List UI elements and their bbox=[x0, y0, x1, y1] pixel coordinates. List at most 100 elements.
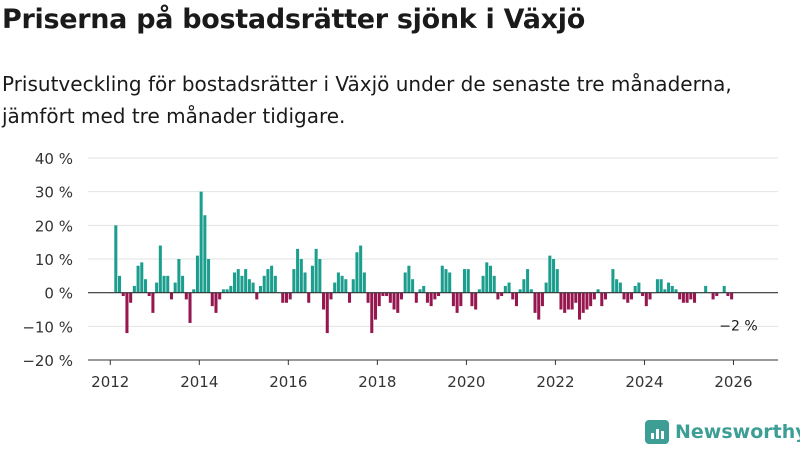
bar bbox=[626, 292, 630, 303]
last-value-annotation: −2 % bbox=[719, 318, 757, 334]
bar bbox=[418, 289, 422, 293]
bar bbox=[552, 259, 556, 293]
bar bbox=[192, 289, 196, 293]
bar bbox=[655, 279, 659, 293]
bar bbox=[169, 292, 173, 300]
bar bbox=[578, 292, 582, 320]
bar bbox=[121, 292, 125, 297]
bar bbox=[233, 272, 237, 293]
bar bbox=[255, 292, 259, 300]
bar bbox=[437, 292, 441, 297]
bar bbox=[615, 279, 619, 293]
bar bbox=[348, 292, 352, 303]
bar bbox=[659, 279, 663, 293]
bar bbox=[184, 292, 188, 300]
bar bbox=[730, 292, 734, 300]
bar bbox=[218, 292, 222, 300]
chart-title: Priserna på bostadsrätter sjönk i Växjö bbox=[2, 4, 585, 35]
y-tick-label: 10 % bbox=[35, 251, 73, 269]
bar bbox=[518, 289, 522, 293]
bar bbox=[611, 269, 615, 293]
bar bbox=[674, 289, 678, 293]
bar bbox=[678, 292, 682, 300]
newsworthy-logo[interactable]: Newsworthy bbox=[645, 420, 800, 444]
bar bbox=[440, 265, 444, 293]
bar bbox=[600, 292, 604, 307]
bar bbox=[266, 269, 270, 293]
bar bbox=[240, 275, 244, 293]
bar bbox=[451, 292, 455, 307]
bar bbox=[322, 292, 326, 310]
bar bbox=[407, 265, 411, 293]
bar bbox=[247, 279, 251, 293]
bar bbox=[307, 292, 311, 303]
bar bbox=[151, 292, 155, 313]
bar bbox=[544, 282, 548, 293]
bar bbox=[262, 275, 266, 293]
bar bbox=[685, 292, 689, 303]
bar bbox=[570, 292, 574, 310]
bar bbox=[195, 255, 199, 293]
bar bbox=[526, 269, 530, 293]
bar bbox=[221, 289, 225, 293]
bar bbox=[500, 292, 504, 297]
bar bbox=[470, 292, 474, 307]
bar-chart: −20 % −10 % 0 % 10 % 20 % 30 % 40 % 2012 2014 201… bbox=[22, 150, 778, 391]
bar bbox=[459, 292, 463, 307]
bar bbox=[355, 252, 359, 293]
bar bbox=[540, 292, 544, 307]
bar bbox=[711, 292, 715, 300]
bar bbox=[140, 262, 144, 293]
bar bbox=[288, 292, 292, 300]
bar bbox=[411, 279, 415, 293]
bar bbox=[214, 292, 218, 313]
bar bbox=[641, 292, 645, 297]
bar bbox=[351, 279, 355, 293]
bar bbox=[667, 282, 671, 293]
bar bbox=[629, 292, 633, 300]
bar bbox=[284, 292, 288, 303]
bar bbox=[333, 282, 337, 293]
bar bbox=[633, 285, 637, 293]
bar bbox=[555, 269, 559, 293]
y-tick-label: −10 % bbox=[22, 318, 73, 336]
bar bbox=[726, 292, 730, 297]
bar bbox=[463, 269, 467, 293]
bar bbox=[511, 292, 515, 300]
y-tick-label: 30 % bbox=[35, 184, 73, 202]
bar bbox=[622, 292, 626, 300]
bar bbox=[373, 292, 378, 320]
bar bbox=[336, 272, 340, 293]
bar bbox=[244, 269, 248, 293]
bar bbox=[370, 292, 374, 334]
bar bbox=[314, 248, 318, 293]
x-tick-label: 2012 bbox=[91, 373, 129, 391]
bar bbox=[177, 259, 181, 293]
bar bbox=[362, 272, 366, 293]
bar bbox=[603, 292, 608, 300]
x-tick-label: 2018 bbox=[358, 373, 396, 391]
bar bbox=[147, 292, 151, 297]
bar bbox=[136, 265, 140, 293]
bar bbox=[199, 191, 203, 293]
bar bbox=[496, 292, 500, 300]
bar bbox=[399, 292, 403, 300]
bar bbox=[589, 292, 593, 307]
bar bbox=[318, 259, 322, 293]
bar bbox=[529, 289, 533, 293]
bar bbox=[522, 279, 526, 293]
bar bbox=[366, 292, 370, 303]
bar bbox=[689, 292, 693, 300]
x-tick-label: 2014 bbox=[180, 373, 218, 391]
bar bbox=[715, 292, 719, 297]
bar bbox=[173, 282, 177, 293]
bar bbox=[618, 282, 622, 293]
bar bbox=[596, 289, 600, 293]
bar bbox=[292, 269, 296, 293]
bar bbox=[537, 292, 541, 320]
bar bbox=[448, 272, 452, 293]
bar bbox=[403, 272, 407, 293]
bar bbox=[488, 265, 493, 293]
bar bbox=[229, 285, 233, 293]
x-tick-label: 2024 bbox=[625, 373, 663, 391]
